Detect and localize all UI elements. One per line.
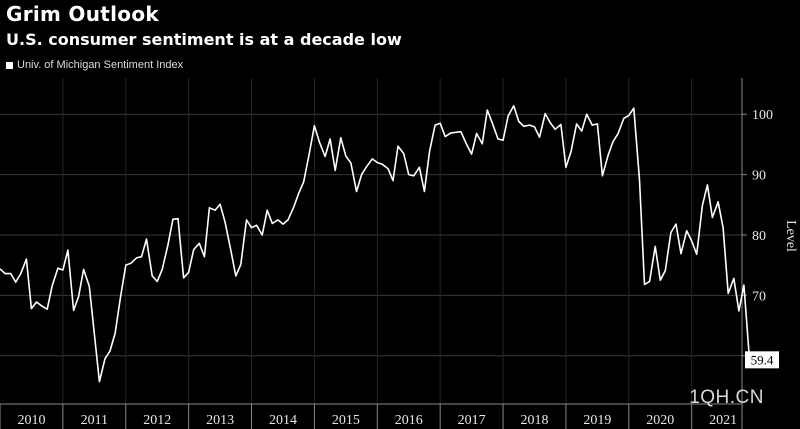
last-value-marker: 59.4	[745, 351, 779, 369]
x-tick-label: 2013	[206, 413, 234, 428]
y-tick-label: 80	[752, 229, 766, 244]
x-tick-label: 2011	[81, 413, 108, 428]
y-axis: 60708090100Level	[741, 78, 798, 429]
x-tick-label: 2012	[143, 413, 171, 428]
y-axis-title: Level	[783, 220, 798, 252]
legend: Univ. of Michigan Sentiment Index	[6, 59, 183, 71]
legend-swatch	[6, 61, 13, 69]
y-tick-label: 70	[752, 289, 766, 304]
legend-label: Univ. of Michigan Sentiment Index	[17, 59, 184, 71]
x-tick-label: 2016	[395, 413, 423, 428]
x-tick-label: 2010	[17, 413, 45, 428]
x-tick-label: 2014	[269, 413, 297, 428]
y-tick-label: 100	[752, 108, 773, 123]
last-value-box	[745, 351, 779, 369]
x-tick-label: 2018	[520, 413, 548, 428]
chart-subtitle: U.S. consumer sentiment is at a decade l…	[6, 30, 402, 49]
series-group	[0, 105, 751, 383]
x-tick-label: 2019	[583, 413, 611, 428]
last-value-label: 59.4	[751, 352, 774, 367]
x-axis: 2010 2011 2012 2013 2014 2015 2016 2017 2018 2019…	[0, 403, 742, 429]
y-tick-label: 90	[752, 169, 766, 184]
chart-title: Grim Outlook	[6, 2, 159, 26]
watermark: 1QH.CN	[689, 387, 764, 408]
x-tick-label: 2017	[458, 413, 486, 428]
x-tick-label: 2015	[332, 413, 360, 428]
x-tick-label: 2020	[646, 413, 674, 428]
grid-lines	[0, 78, 742, 404]
series-line	[0, 105, 751, 383]
x-tick-label: 2021	[709, 413, 737, 428]
